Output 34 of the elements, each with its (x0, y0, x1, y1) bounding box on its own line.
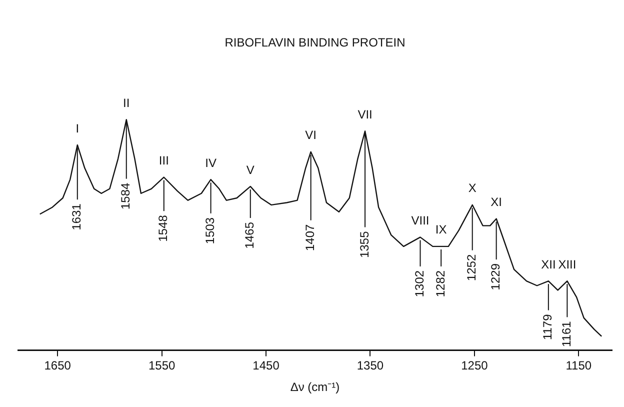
annotation: 1229 (488, 263, 503, 290)
annotation: XIII (558, 257, 576, 272)
annotation: 1252 (464, 254, 479, 281)
annotation: XII (541, 257, 556, 272)
annotation: 1179 (540, 314, 555, 340)
annotation: IX (435, 222, 447, 237)
annotation: V (246, 162, 254, 177)
annotation: VII (358, 107, 372, 122)
annotation: X (468, 181, 476, 196)
annotation: 1282 (433, 270, 448, 298)
x-tick-label: 1350 (356, 358, 384, 373)
annotation: 1465 (242, 222, 257, 249)
annotation: 1355 (357, 230, 372, 258)
annotation: 1631 (70, 203, 84, 230)
annotation: III (158, 154, 169, 168)
annotation: VI (305, 128, 317, 142)
x-tick-label: 1250 (461, 358, 488, 373)
annotation: XI (490, 195, 502, 210)
x-axis-title: Δν (cm⁻¹) (290, 380, 340, 394)
x-tick-label: 1450 (252, 358, 280, 373)
annotation: I (76, 121, 80, 136)
annotation: 1548 (156, 214, 170, 242)
x-tick-label: 1550 (148, 358, 176, 373)
chart-title: RIBOFLAVIN BINDING PROTEIN (224, 36, 406, 50)
annotation: 1161 (560, 320, 574, 347)
annotation: 1302 (412, 270, 427, 298)
annotation: 1503 (203, 217, 218, 244)
annotation: 1584 (118, 182, 133, 210)
annotation: II (123, 96, 130, 110)
x-tick-label: 1150 (566, 358, 592, 373)
annotation: VIII (411, 214, 430, 228)
annotation: 1407 (303, 224, 318, 252)
annotation: IV (205, 156, 216, 170)
x-tick-label: 1650 (44, 358, 72, 373)
